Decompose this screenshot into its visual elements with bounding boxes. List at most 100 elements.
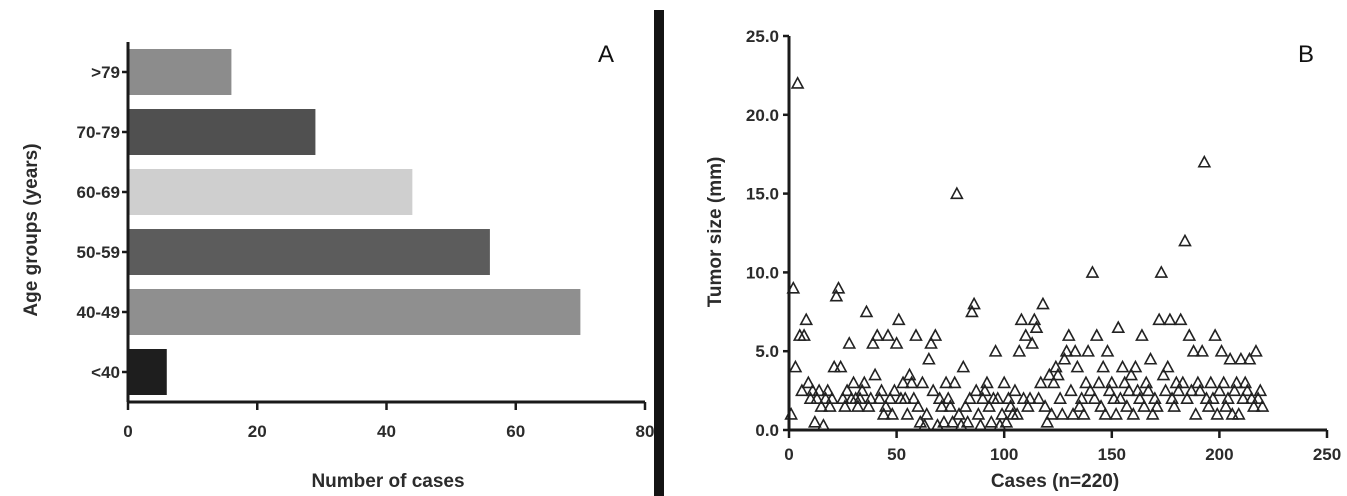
scatter-point (872, 391, 887, 404)
scatter-point (1074, 391, 1089, 404)
scatter-point (900, 407, 915, 420)
scatter-point (1255, 399, 1270, 412)
x-tick-label-b: 150 (1098, 445, 1126, 464)
bar (129, 349, 167, 395)
scatter-point (1186, 344, 1201, 357)
scatter-point (915, 375, 930, 389)
scatter-point (941, 391, 956, 404)
scatter-point (1137, 399, 1151, 412)
scatter-point (805, 383, 820, 397)
scatter-point (790, 76, 805, 89)
scatter-point (977, 383, 992, 397)
scatter-point (825, 391, 839, 404)
scatter-point (833, 359, 848, 373)
scatter-point (1010, 407, 1024, 420)
scatter-point (1096, 359, 1111, 373)
scatter-point (969, 383, 984, 397)
axes-a: >79 70-79 60-69 50-59 40-49 <40 0 20 40 60 80 (77, 42, 654, 441)
scatter-point (814, 399, 829, 412)
scatter-point (840, 383, 854, 397)
scatter-point (926, 383, 941, 397)
scatter-point (1109, 407, 1123, 420)
scatter-point (1249, 344, 1263, 357)
scatter-point (857, 375, 872, 389)
bar (129, 49, 232, 95)
scatter-point (881, 328, 895, 341)
scatter-point (1042, 367, 1057, 381)
scatter-point (1092, 375, 1106, 389)
y-axis-title-a: Age groups (years) (21, 143, 42, 316)
scatter-point (1182, 328, 1197, 341)
scatter-point (1070, 359, 1085, 373)
scatter-point (1150, 399, 1164, 412)
scatter-point (1227, 383, 1242, 397)
scatter-point (973, 418, 988, 431)
scatter-point (1173, 312, 1188, 326)
scatter-point (1018, 328, 1033, 341)
scatter-point (997, 375, 1012, 389)
scatter-point (859, 304, 874, 318)
scatter-point (1238, 375, 1253, 389)
scatter-point (1061, 328, 1076, 341)
scatter-point (902, 367, 917, 381)
x-tick-label-b: 250 (1313, 445, 1341, 464)
scatter-point (883, 391, 897, 404)
scatter-point (1132, 391, 1147, 404)
scatter-point (788, 359, 803, 373)
scatter-point (797, 328, 811, 341)
scatter-point (1167, 399, 1182, 412)
scatter-point (887, 383, 902, 397)
panel-a-label: A (598, 41, 614, 68)
scatter-point (1124, 367, 1139, 381)
scatter-point (891, 312, 906, 326)
scatter-point (1036, 296, 1050, 310)
scatter-point (1031, 391, 1046, 404)
scatter-point (1087, 391, 1102, 404)
scatter-point (1180, 391, 1194, 404)
scatter-point (1212, 383, 1227, 397)
scatter-point (1242, 351, 1257, 365)
scatter-point (980, 375, 994, 389)
scatter-point (1175, 375, 1190, 389)
scatter-point (889, 336, 904, 349)
scatter-point (1240, 383, 1255, 397)
scatter-point (853, 391, 867, 404)
x-tick-label-a: 60 (506, 422, 525, 441)
scatter-point (863, 391, 878, 404)
y-tick-label-a: 50-59 (77, 243, 120, 262)
scatter-point (1193, 383, 1207, 397)
scatter-point (1053, 391, 1067, 404)
scatter-point (874, 383, 889, 397)
scatter-point (1076, 407, 1091, 420)
scatter-point (896, 375, 910, 389)
y-tick-label-b: 5.0 (755, 342, 779, 361)
scatter-point (842, 336, 857, 349)
x-axis-title-a: Number of cases (311, 471, 464, 492)
scatter-point (928, 328, 943, 341)
scatter-point (950, 186, 964, 200)
scatter-point (958, 399, 973, 412)
scatter-point (885, 407, 900, 420)
y-tick-label-a: >79 (91, 63, 120, 82)
bar (129, 289, 581, 335)
scatter-point (1064, 383, 1078, 397)
scatter-point (1169, 375, 1184, 389)
x-tick-label-b: 0 (784, 445, 793, 464)
scatter-point (971, 407, 986, 420)
x-tick-label-a: 40 (377, 422, 396, 441)
scatter-point (1154, 265, 1169, 278)
scatter-point (1199, 391, 1214, 404)
scatter-point (906, 391, 921, 404)
scatter-point (1038, 399, 1052, 412)
scatter-point (999, 414, 1014, 428)
scatter-point (939, 375, 953, 389)
scatter-point (1219, 399, 1233, 412)
scatter-point (1223, 351, 1238, 365)
scatter-point (1089, 328, 1104, 341)
scatter-point (1178, 233, 1192, 247)
scatter-point (1139, 375, 1154, 389)
scatter-point (868, 367, 882, 381)
scatter-point (909, 328, 923, 341)
scatter-point (1094, 399, 1108, 412)
scatter-point (934, 399, 949, 412)
